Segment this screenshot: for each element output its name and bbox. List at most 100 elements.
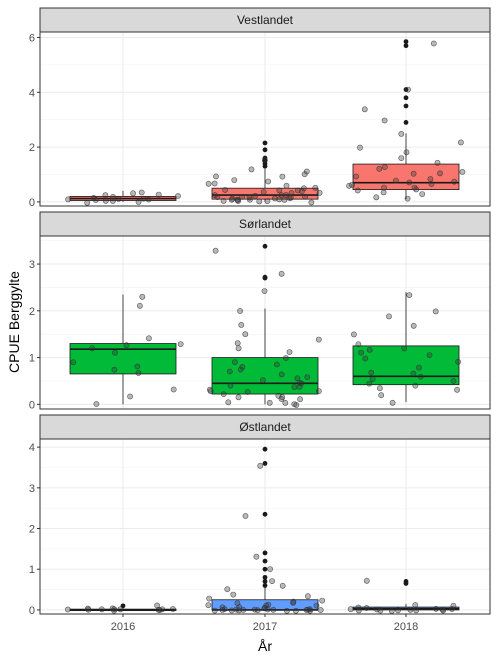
jitter-point [246, 196, 253, 203]
jitter-point [317, 607, 324, 613]
jitter-point [404, 195, 411, 202]
jitter-point [279, 173, 286, 180]
outlier-point [403, 95, 409, 101]
jitter-point [242, 331, 249, 338]
jitter-point [269, 578, 275, 584]
jitter-point [278, 270, 285, 277]
jitter-point [251, 606, 258, 613]
jitter-point [362, 355, 369, 362]
jitter-point [451, 178, 458, 185]
jitter-point [380, 189, 387, 196]
jitter-point [381, 117, 388, 124]
facet-strip-label: Østlandet [239, 420, 291, 434]
jitter-point [238, 321, 245, 328]
jitter-point [248, 166, 255, 173]
jitter-point [315, 388, 322, 394]
x-tick-label: 2016 [111, 621, 135, 633]
jitter-point [366, 346, 373, 353]
facet-panel-vestlandet: Vestlandet 0 2 4 6 [29, 7, 491, 209]
outlier-point [262, 566, 268, 572]
jitter-point [111, 366, 118, 373]
jitter-point [381, 184, 387, 191]
jitter-point [112, 349, 118, 356]
jitter-point [440, 607, 447, 614]
jitter-point [300, 185, 307, 192]
jitter-point [213, 173, 219, 180]
jitter-point [279, 394, 286, 401]
jitter-point [308, 199, 315, 206]
jitter-point [267, 566, 273, 572]
facet-panel-østlandet: Østlandet 0 1 2 3 4 [29, 414, 491, 617]
jitter-point [98, 606, 105, 613]
jitter-point [64, 606, 71, 613]
jitter-point [244, 389, 251, 395]
jitter-point [205, 602, 212, 609]
facet-panels: Vestlandet 0 2 4 6 Sørlandet 0 1 2 3 Østlandet 0 1 2 3… [29, 7, 491, 633]
jitter-point [347, 606, 354, 613]
jitter-point [220, 197, 227, 204]
jitter-point [127, 393, 134, 400]
jitter-point [283, 182, 290, 189]
jitter-point [411, 184, 418, 191]
jitter-point [135, 370, 142, 376]
jitter-point [177, 341, 184, 347]
jitter-point [115, 195, 122, 202]
box-2018 [352, 133, 460, 200]
jitter-point [398, 130, 405, 137]
jitter-point [261, 157, 268, 164]
box-2016 [69, 190, 177, 202]
jitter-point [369, 376, 376, 382]
outlier-point [262, 243, 268, 249]
y-tick-label: 3 [29, 259, 35, 271]
jitter-point [211, 607, 218, 614]
jitter-point [290, 598, 297, 605]
outlier-point [262, 274, 268, 280]
outlier-point [262, 147, 268, 153]
jitter-point [261, 288, 268, 294]
jitter-point [260, 189, 267, 195]
jitter-point [406, 179, 413, 186]
jitter-point [357, 144, 363, 151]
outlier-point [262, 446, 268, 452]
jitter-point [266, 399, 273, 406]
y-tick-label: 2 [29, 142, 35, 154]
jitter-point [237, 308, 243, 314]
jitter-point [432, 308, 439, 315]
jitter-point [212, 192, 218, 199]
jitter-point [228, 607, 235, 614]
panel-border [39, 31, 491, 207]
jitter-point [224, 586, 231, 593]
jitter-point [227, 382, 234, 389]
facet-panel-sørlandet: Sørlandet 0 1 2 3 [29, 211, 491, 411]
jitter-point [226, 368, 233, 375]
jitter-point [231, 359, 238, 365]
jitter-point [407, 606, 414, 613]
box-iqr [211, 357, 319, 395]
jitter-point [276, 187, 283, 194]
jitter-point [355, 341, 362, 348]
outlier-point [262, 579, 268, 584]
x-axis-title: År [258, 638, 272, 654]
jitter-point [294, 187, 301, 194]
jitter-point [139, 293, 146, 300]
jitter-point [450, 602, 457, 609]
jitter-point [117, 606, 124, 613]
jitter-point [395, 607, 401, 614]
facet-strip [39, 7, 491, 33]
jitter-point [315, 336, 322, 343]
jitter-point [110, 197, 116, 204]
jitter-point [389, 399, 396, 406]
jitter-point [155, 191, 162, 198]
jitter-point [346, 182, 352, 189]
jitter-point [304, 374, 311, 380]
facet-strip-label: Vestlandet [237, 13, 294, 27]
y-tick-label: 2 [29, 524, 35, 536]
jitter-point [433, 605, 439, 612]
jitter-point [145, 196, 152, 203]
jitter-point [257, 462, 264, 469]
y-tick-label: 6 [29, 32, 35, 44]
jitter-point [294, 375, 301, 382]
jitter-point [279, 582, 286, 589]
panel-border [39, 235, 491, 410]
jitter-point [145, 335, 152, 342]
